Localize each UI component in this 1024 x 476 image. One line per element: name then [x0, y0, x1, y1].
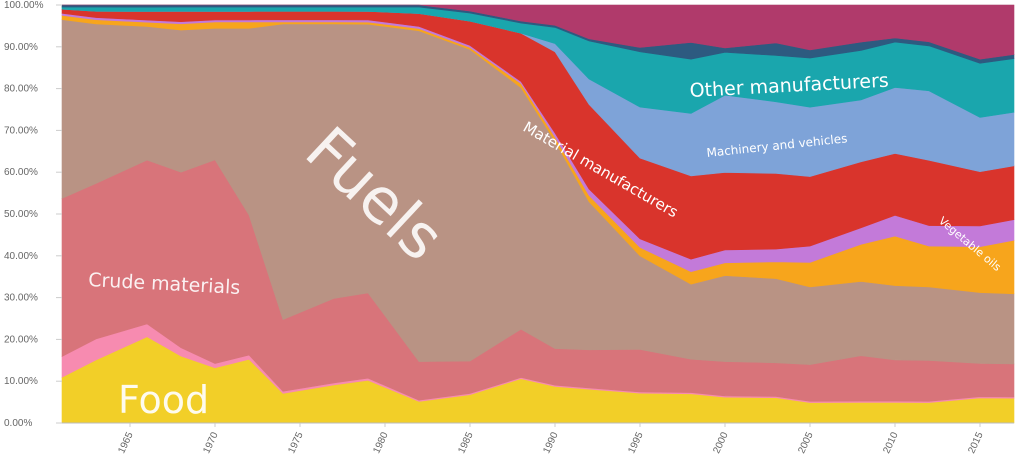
- x-tick-label: 1970: [201, 430, 221, 455]
- y-tick-label: 20.00%: [4, 334, 38, 345]
- y-tick-label: 30.00%: [4, 293, 38, 304]
- x-tick-label: 2015: [966, 430, 986, 455]
- x-axis-tick-labels: 1965 1970 1975 1980 1985 1990 1995 2000 2005 2010…: [116, 423, 986, 455]
- x-tick-label: 1995: [626, 430, 646, 455]
- y-tick-label: 90.00%: [4, 42, 38, 53]
- x-tick-label: 1990: [541, 430, 561, 455]
- y-tick-label: 80.00%: [4, 84, 38, 95]
- x-tick-label: 2005: [796, 430, 816, 455]
- y-tick-label: 40.00%: [4, 251, 38, 262]
- y-axis-tick-labels: 0.00% 10.00% 20.00% 30.00% 40.00% 50.00% 60.00…: [4, 0, 62, 429]
- series-10-area: [62, 4, 1015, 60]
- x-tick-label: 1965: [116, 430, 136, 455]
- x-tick-label: 1985: [456, 430, 476, 455]
- food-area-label: Food: [118, 378, 209, 422]
- y-tick-label: 100.00%: [4, 0, 44, 11]
- y-tick-label: 70.00%: [4, 125, 38, 136]
- y-tick-label: 60.00%: [4, 167, 38, 178]
- area-series-group: [61, 4, 1015, 424]
- x-tick-label: 1980: [371, 430, 391, 455]
- y-tick-label: 10.00%: [4, 376, 38, 387]
- x-tick-label: 1975: [286, 430, 306, 455]
- y-tick-label: 0.00%: [4, 418, 32, 429]
- x-tick-label: 2000: [711, 430, 731, 455]
- y-tick-label: 50.00%: [4, 209, 38, 220]
- x-tick-label: 2010: [881, 430, 901, 455]
